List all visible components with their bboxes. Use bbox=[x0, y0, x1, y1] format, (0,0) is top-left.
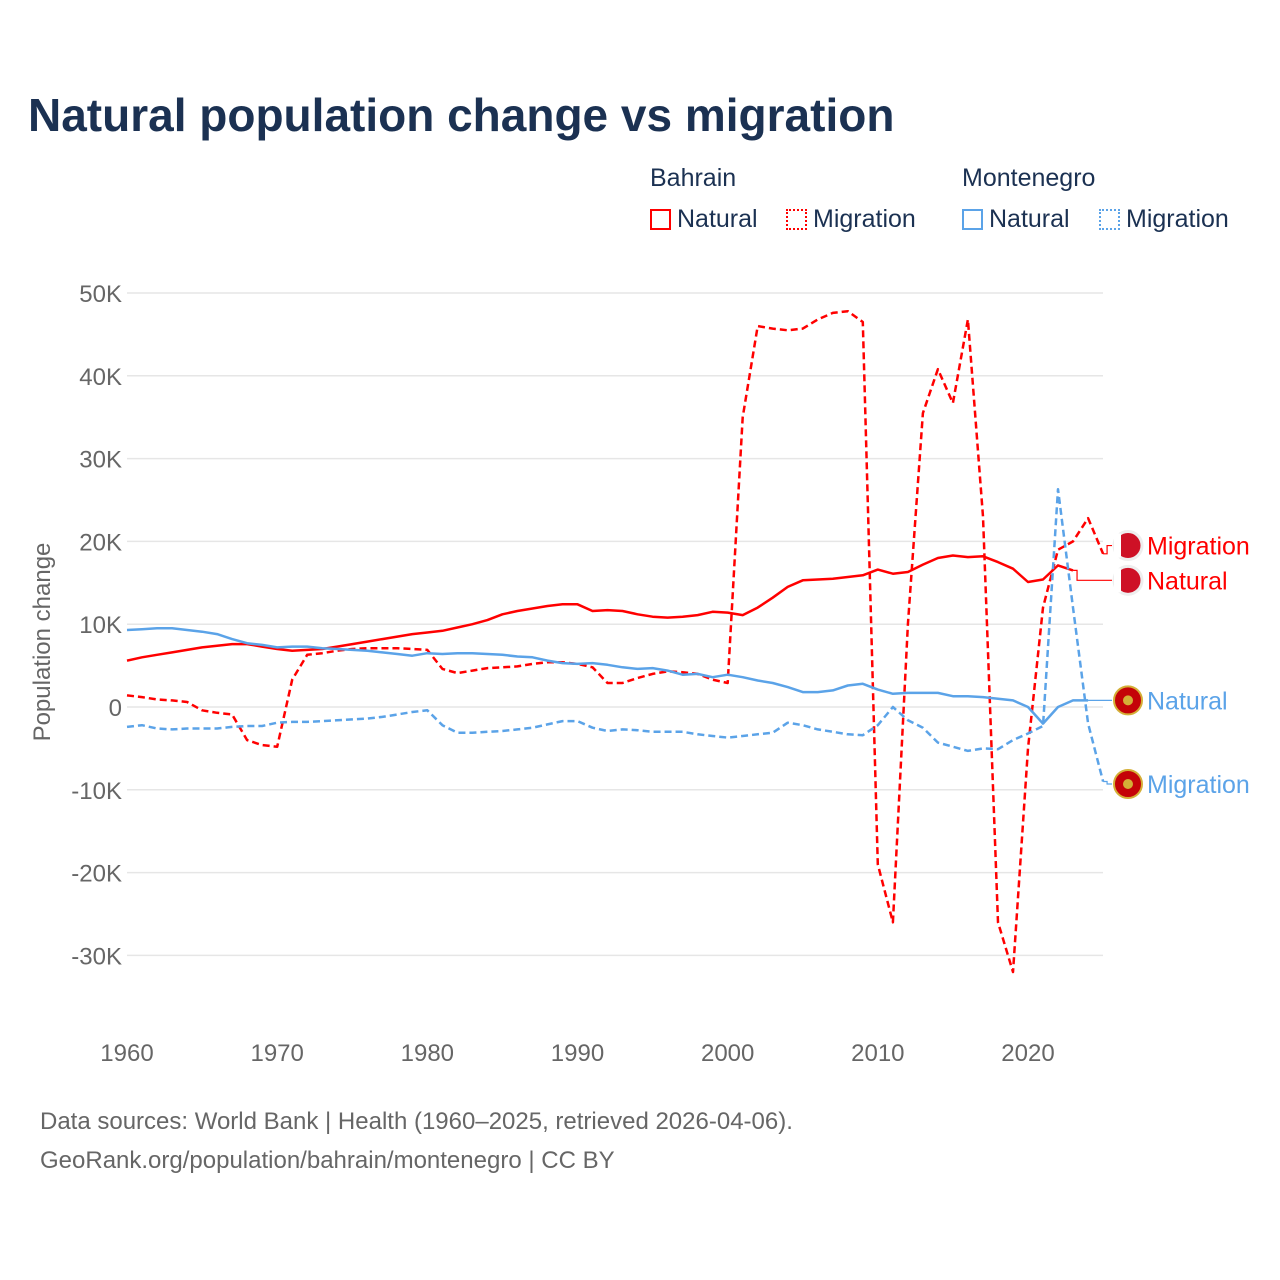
legend-label: Migration bbox=[813, 205, 916, 233]
chart-title: Natural population change vs migration bbox=[28, 89, 895, 141]
y-tick-label: -20K bbox=[71, 861, 122, 888]
end-label: Natural bbox=[1147, 567, 1228, 595]
y-tick-label: -30K bbox=[71, 943, 122, 970]
leader-line bbox=[1103, 780, 1112, 785]
end-label: Natural bbox=[1147, 687, 1228, 715]
x-tick-label: 1990 bbox=[551, 1040, 604, 1067]
y-tick-label: -10K bbox=[71, 778, 122, 805]
leader-line bbox=[1103, 544, 1112, 555]
legend-label: Natural bbox=[677, 205, 758, 233]
footer-source: Data sources: World Bank | Health (1960–… bbox=[40, 1108, 793, 1135]
legend-bahrain-migration[interactable]: Migration bbox=[786, 205, 916, 234]
y-tick-label: 10K bbox=[79, 612, 122, 639]
legend-label: Natural bbox=[989, 205, 1070, 233]
legend-label: Migration bbox=[1126, 205, 1229, 233]
leader-line bbox=[1073, 569, 1112, 581]
x-tick-label: 2010 bbox=[851, 1040, 904, 1067]
y-tick-label: 40K bbox=[79, 364, 122, 391]
y-tick-label: 30K bbox=[79, 447, 122, 474]
x-tick-label: 2000 bbox=[701, 1040, 754, 1067]
series-line-bahrain-natural bbox=[126, 554, 1074, 662]
legend-swatch-dotted bbox=[786, 209, 807, 230]
series-line-bahrain-migration bbox=[126, 309, 1105, 974]
series-line-montenegro-migration bbox=[126, 487, 1105, 782]
y-axis-label: Population change bbox=[29, 543, 56, 742]
series-line-montenegro-natural bbox=[126, 627, 1089, 725]
x-tick-label: 2020 bbox=[1001, 1040, 1054, 1067]
y-tick-label: 20K bbox=[79, 529, 122, 556]
x-tick-label: 1980 bbox=[401, 1040, 454, 1067]
legend-swatch-solid bbox=[962, 209, 983, 230]
x-tick-label: 1970 bbox=[250, 1040, 303, 1067]
legend-bahrain-natural[interactable]: Natural bbox=[650, 205, 758, 234]
legend-montenegro-migration[interactable]: Migration bbox=[1099, 205, 1229, 234]
flag-emblem-icon bbox=[1123, 695, 1133, 706]
y-tick-label: 0 bbox=[109, 695, 122, 722]
legend-swatch-solid bbox=[650, 209, 671, 230]
end-label: Migration bbox=[1147, 533, 1250, 561]
flag-emblem-icon bbox=[1123, 779, 1133, 790]
y-tick-label: 50K bbox=[79, 281, 122, 308]
legend-swatch-dotted bbox=[1099, 209, 1120, 230]
legend-group-bahrain: Bahrain bbox=[650, 164, 737, 192]
flag-stripe-icon bbox=[1114, 568, 1121, 593]
flag-stripe-icon bbox=[1114, 533, 1121, 558]
legend-montenegro-natural[interactable]: Natural bbox=[962, 205, 1070, 234]
x-tick-label: 1960 bbox=[100, 1040, 153, 1067]
footer-url[interactable]: GeoRank.org/population/bahrain/montenegr… bbox=[40, 1147, 615, 1174]
legend-group-montenegro: Montenegro bbox=[962, 164, 1096, 192]
end-label: Migration bbox=[1147, 771, 1250, 799]
